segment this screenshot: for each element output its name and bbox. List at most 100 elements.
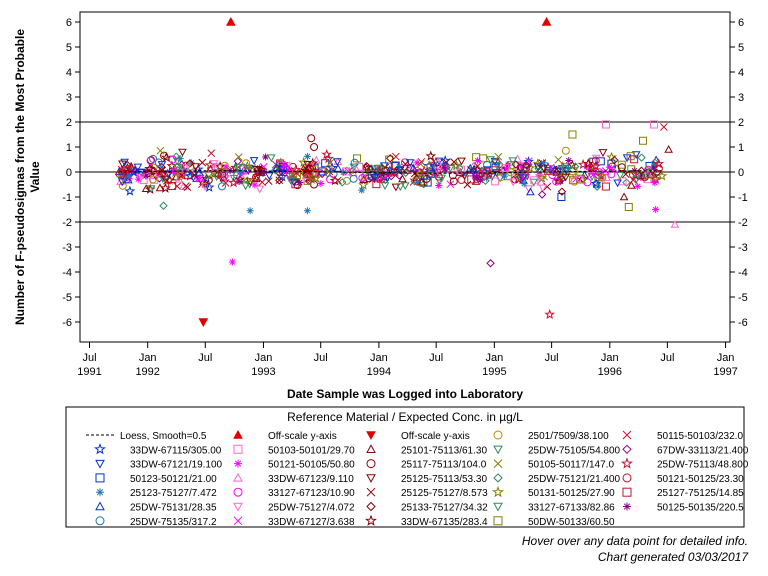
data-point[interactable]	[413, 159, 421, 167]
data-point[interactable]	[312, 165, 321, 174]
data-point[interactable]	[394, 171, 404, 180]
data-point[interactable]	[457, 175, 466, 184]
data-point[interactable]	[450, 158, 458, 166]
data-point[interactable]	[552, 177, 561, 186]
data-point[interactable]	[158, 166, 167, 175]
data-point[interactable]	[472, 173, 480, 181]
data-point[interactable]	[144, 163, 156, 174]
data-point[interactable]	[448, 171, 457, 180]
data-point[interactable]	[234, 153, 243, 161]
data-point[interactable]	[651, 179, 659, 187]
data-point[interactable]	[317, 179, 325, 187]
data-point[interactable]	[627, 180, 636, 189]
data-point[interactable]	[191, 163, 200, 172]
data-point-outlier[interactable]	[660, 123, 668, 131]
data-point[interactable]	[574, 175, 584, 184]
data-point-outlier[interactable]	[168, 155, 177, 164]
data-point[interactable]	[338, 178, 347, 187]
data-point-outlier[interactable]	[207, 149, 216, 158]
data-point-outlier[interactable]	[537, 190, 547, 199]
data-point[interactable]	[433, 167, 443, 176]
data-point[interactable]	[417, 157, 426, 166]
data-point[interactable]	[333, 158, 342, 167]
data-point[interactable]	[590, 160, 601, 171]
data-point[interactable]	[615, 171, 625, 180]
data-point[interactable]	[381, 175, 390, 185]
data-point[interactable]	[217, 169, 226, 178]
data-point[interactable]	[502, 165, 510, 173]
data-point[interactable]	[626, 152, 635, 161]
data-point[interactable]	[171, 172, 181, 181]
data-point-outlier[interactable]	[120, 158, 129, 167]
data-point[interactable]	[454, 166, 464, 175]
data-point[interactable]	[601, 182, 610, 191]
data-points[interactable]	[114, 16, 680, 328]
data-point[interactable]	[638, 171, 647, 180]
data-point[interactable]	[540, 159, 548, 167]
data-point[interactable]	[184, 170, 196, 181]
data-point[interactable]	[637, 166, 646, 175]
data-point[interactable]	[118, 181, 127, 190]
data-point[interactable]	[116, 176, 125, 185]
data-point[interactable]	[422, 174, 431, 183]
data-point[interactable]	[524, 162, 536, 173]
data-point[interactable]	[386, 154, 395, 163]
data-point[interactable]	[598, 149, 608, 157]
data-point[interactable]	[589, 170, 598, 179]
data-point[interactable]	[406, 164, 415, 173]
data-point[interactable]	[130, 165, 140, 174]
data-point[interactable]	[262, 153, 270, 161]
data-point[interactable]	[367, 171, 376, 180]
offscale-down-marker[interactable]	[198, 318, 209, 328]
data-point-outlier[interactable]	[602, 120, 611, 129]
data-point[interactable]	[637, 153, 646, 162]
data-point[interactable]	[249, 157, 259, 165]
data-point-outlier[interactable]	[544, 308, 556, 320]
data-point[interactable]	[522, 161, 532, 170]
data-point[interactable]	[264, 172, 274, 181]
data-point[interactable]	[508, 178, 518, 187]
data-point[interactable]	[441, 165, 449, 173]
data-point[interactable]	[124, 175, 133, 184]
data-point[interactable]	[400, 182, 410, 191]
data-point[interactable]	[190, 171, 199, 179]
data-point[interactable]	[146, 185, 156, 194]
data-point[interactable]	[172, 157, 182, 166]
data-point-outlier[interactable]	[303, 207, 311, 215]
data-point-outlier[interactable]	[486, 259, 495, 268]
data-point[interactable]	[233, 163, 243, 172]
data-point[interactable]	[183, 183, 192, 192]
data-point[interactable]	[395, 162, 403, 170]
data-point[interactable]	[271, 165, 280, 175]
data-point[interactable]	[417, 177, 427, 186]
data-point[interactable]	[296, 178, 304, 186]
data-point[interactable]	[218, 182, 227, 191]
data-point[interactable]	[474, 157, 482, 165]
data-point[interactable]	[329, 175, 341, 186]
data-point[interactable]	[251, 174, 261, 183]
data-point[interactable]	[305, 164, 314, 173]
data-point[interactable]	[358, 186, 366, 194]
data-point[interactable]	[238, 163, 247, 172]
data-point[interactable]	[522, 163, 531, 172]
data-point[interactable]	[650, 158, 660, 167]
data-point[interactable]	[548, 171, 557, 180]
data-point-outlier[interactable]	[146, 156, 155, 165]
data-point[interactable]	[632, 175, 641, 184]
data-point[interactable]	[628, 170, 637, 179]
data-point-outlier[interactable]	[526, 187, 535, 196]
data-point[interactable]	[370, 173, 380, 182]
data-point[interactable]	[565, 156, 573, 164]
data-point[interactable]	[401, 160, 410, 168]
data-point[interactable]	[530, 176, 539, 185]
data-point[interactable]	[426, 161, 435, 170]
data-point[interactable]	[136, 173, 146, 182]
data-point[interactable]	[653, 158, 665, 169]
data-point[interactable]	[303, 160, 312, 169]
data-point[interactable]	[504, 161, 512, 169]
data-point[interactable]	[149, 154, 158, 163]
data-point[interactable]	[641, 173, 651, 182]
data-point-outlier[interactable]	[156, 146, 165, 155]
data-point[interactable]	[654, 164, 663, 173]
data-point[interactable]	[241, 160, 253, 171]
